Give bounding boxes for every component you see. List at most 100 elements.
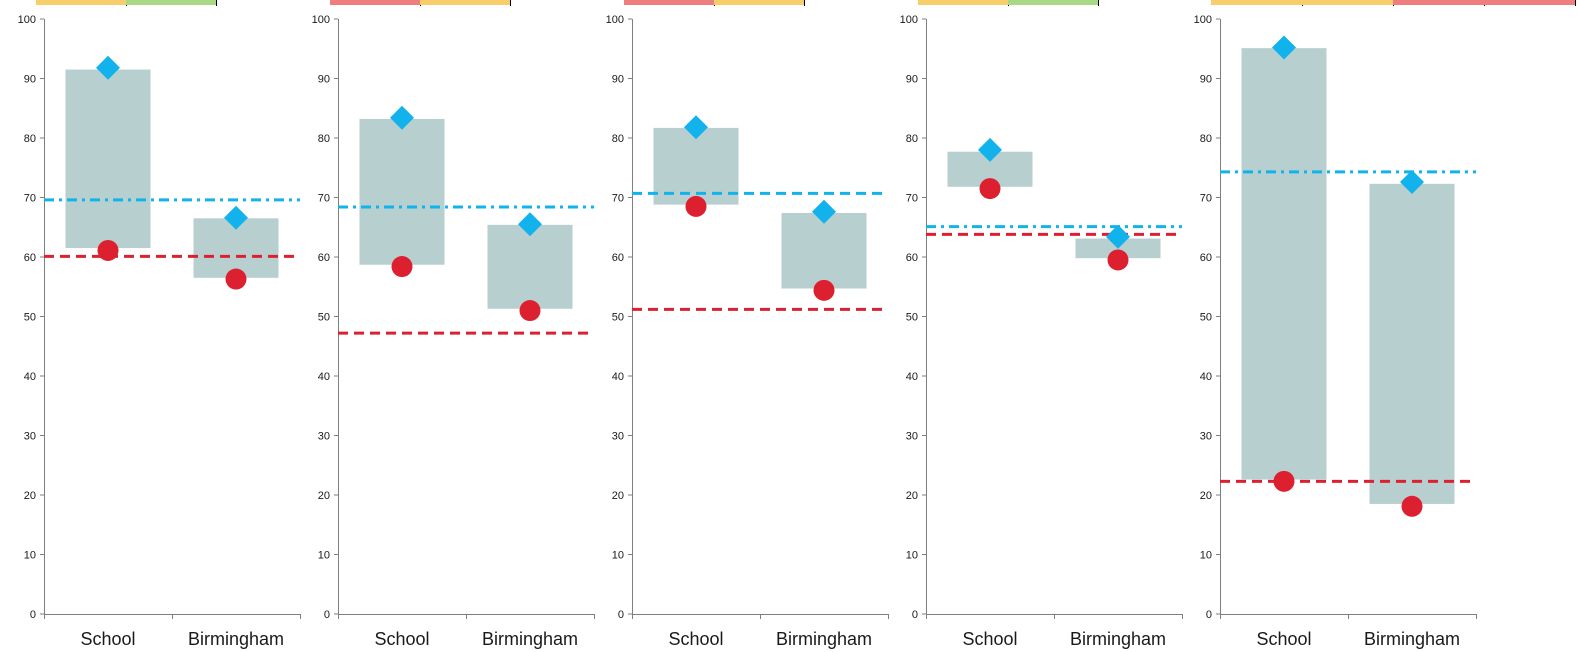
y-tick-label: 10 xyxy=(906,550,918,562)
x-category-label: School xyxy=(80,629,135,649)
y-tick-label: 100 xyxy=(18,14,36,26)
y-tick-label: 20 xyxy=(612,490,624,502)
status-cell xyxy=(1008,0,1098,5)
status-cell xyxy=(330,0,420,5)
y-tick-label: 70 xyxy=(1200,193,1212,205)
status-cell xyxy=(714,0,804,5)
diamond-marker xyxy=(684,115,708,140)
y-tick-label: 60 xyxy=(906,252,918,264)
y-tick-label: 100 xyxy=(312,14,330,26)
chart-panel-1: 0 10 20 30 40 50 60 70 80 90 100 School Birmingham xyxy=(18,0,301,649)
y-tick-label: 80 xyxy=(24,133,36,145)
y-tick-label: 50 xyxy=(906,312,918,324)
y-tick-label: 60 xyxy=(612,252,624,264)
range-bar-school xyxy=(1241,48,1327,480)
diamond-marker xyxy=(518,212,542,237)
circle-marker xyxy=(1273,470,1295,492)
status-cell xyxy=(1211,0,1302,5)
diamond-marker xyxy=(1272,35,1296,60)
range-bar-school xyxy=(65,69,151,249)
circle-marker xyxy=(391,256,413,278)
diamond-marker xyxy=(96,55,120,80)
y-tick-label: 80 xyxy=(612,133,624,145)
y-tick-label: 0 xyxy=(30,609,36,621)
x-category-label: School xyxy=(1256,629,1311,649)
y-tick-label: 20 xyxy=(1200,490,1212,502)
y-tick-label: 0 xyxy=(618,609,624,621)
range-bar-birmingham xyxy=(1369,183,1455,504)
diamond-marker xyxy=(224,205,248,230)
range-bar-birmingham xyxy=(781,212,867,289)
y-tick-label: 0 xyxy=(324,609,330,621)
diamond-marker xyxy=(1106,224,1130,249)
x-category-label: Birmingham xyxy=(1070,629,1166,649)
y-tick-label: 10 xyxy=(612,550,624,562)
x-category-label: Birmingham xyxy=(188,629,284,649)
circle-marker xyxy=(225,268,247,290)
status-cell xyxy=(1393,0,1484,5)
y-tick-label: 30 xyxy=(24,431,36,443)
circle-marker xyxy=(1401,495,1423,517)
y-tick-label: 90 xyxy=(612,74,624,86)
y-tick-label: 40 xyxy=(612,371,624,383)
y-tick-label: 50 xyxy=(612,312,624,324)
y-tick-label: 40 xyxy=(906,371,918,383)
circle-marker xyxy=(979,178,1001,200)
y-tick-label: 60 xyxy=(1200,252,1212,264)
y-tick-label: 60 xyxy=(318,252,330,264)
x-category-label: School xyxy=(374,629,429,649)
diamond-marker xyxy=(812,199,836,224)
x-category-label: School xyxy=(962,629,1017,649)
y-tick-label: 40 xyxy=(24,371,36,383)
x-category-label: Birmingham xyxy=(776,629,872,649)
y-tick-label: 80 xyxy=(318,133,330,145)
y-tick-label: 0 xyxy=(1206,609,1212,621)
y-tick-label: 80 xyxy=(1200,133,1212,145)
status-cell xyxy=(1484,0,1575,5)
y-tick-label: 70 xyxy=(24,193,36,205)
x-category-label: Birmingham xyxy=(1364,629,1460,649)
y-tick-label: 10 xyxy=(24,550,36,562)
y-tick-label: 100 xyxy=(1194,14,1212,26)
y-tick-label: 30 xyxy=(1200,431,1212,443)
y-tick-label: 10 xyxy=(318,550,330,562)
circle-marker xyxy=(1107,249,1129,271)
circle-marker xyxy=(685,195,707,217)
y-tick-label: 90 xyxy=(24,74,36,86)
chart-panel-2: 0 10 20 30 40 50 60 70 80 90 100 School Birmingham xyxy=(312,0,595,649)
y-tick-label: 20 xyxy=(906,490,918,502)
diamond-marker xyxy=(390,105,414,130)
y-tick-label: 40 xyxy=(1200,371,1212,383)
status-cell xyxy=(1302,0,1393,5)
y-tick-label: 40 xyxy=(318,371,330,383)
status-cell xyxy=(420,0,510,5)
y-tick-label: 10 xyxy=(1200,550,1212,562)
y-tick-label: 50 xyxy=(318,312,330,324)
chart-panel-5: 0 10 20 30 40 50 60 70 80 90 100 School Birmingham xyxy=(1194,0,1576,649)
status-cell xyxy=(36,0,126,5)
status-cell xyxy=(126,0,216,5)
y-tick-label: 90 xyxy=(1200,74,1212,86)
y-tick-label: 30 xyxy=(318,431,330,443)
circle-marker xyxy=(97,239,119,261)
y-tick-label: 60 xyxy=(24,252,36,264)
circle-marker xyxy=(519,300,541,322)
y-tick-label: 30 xyxy=(906,431,918,443)
y-tick-label: 70 xyxy=(318,193,330,205)
status-cell xyxy=(624,0,714,5)
diamond-marker xyxy=(978,137,1002,162)
y-tick-label: 90 xyxy=(906,74,918,86)
status-cell xyxy=(918,0,1008,5)
y-tick-label: 50 xyxy=(1200,312,1212,324)
x-category-label: School xyxy=(668,629,723,649)
range-bar-birmingham xyxy=(487,224,573,309)
y-tick-label: 100 xyxy=(900,14,918,26)
y-tick-label: 80 xyxy=(906,133,918,145)
y-tick-label: 100 xyxy=(606,14,624,26)
y-tick-label: 20 xyxy=(318,490,330,502)
x-category-label: Birmingham xyxy=(482,629,578,649)
chart-panel-4: 0 10 20 30 40 50 60 70 80 90 100 School Birmingham xyxy=(900,0,1183,649)
y-tick-label: 90 xyxy=(318,74,330,86)
y-tick-label: 50 xyxy=(24,312,36,324)
